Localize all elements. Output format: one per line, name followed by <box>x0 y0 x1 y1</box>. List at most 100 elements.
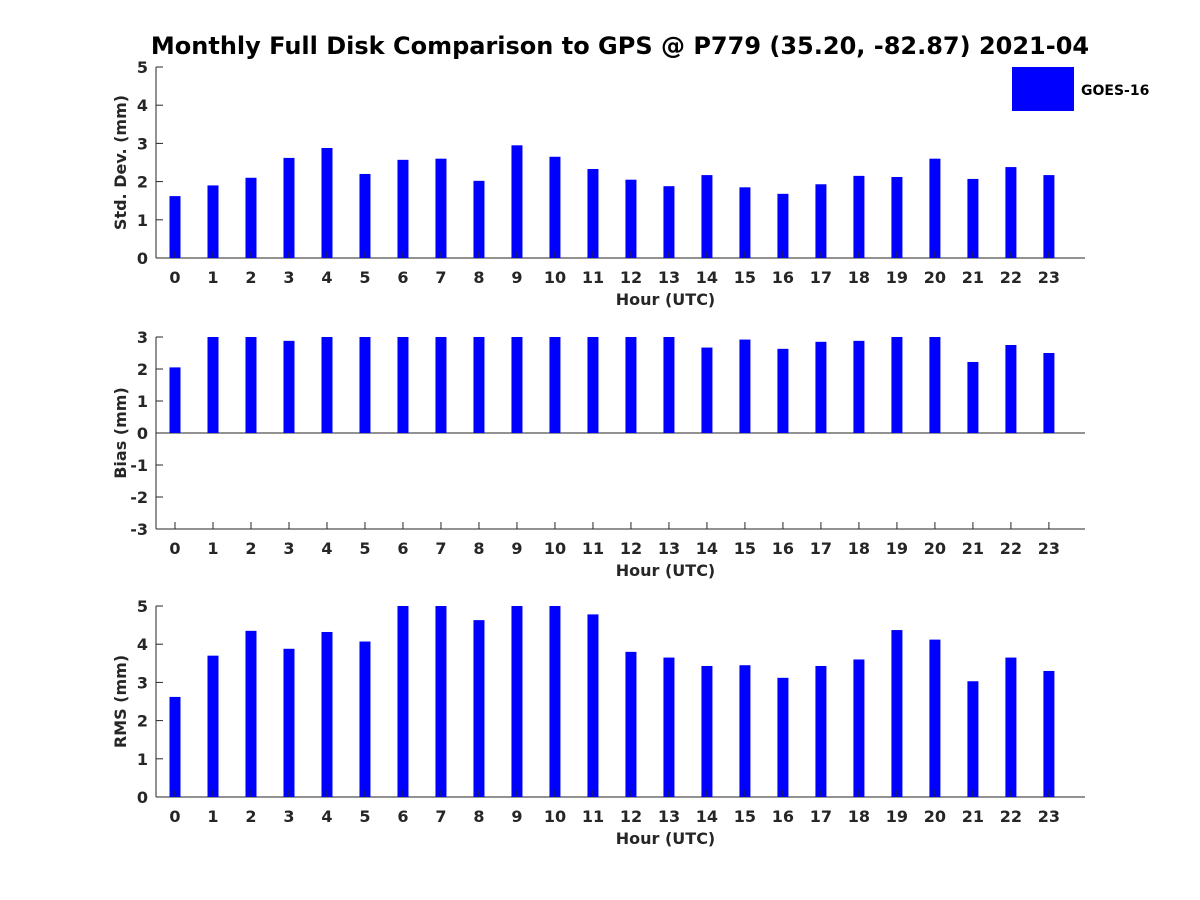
bar <box>1005 167 1017 258</box>
bar <box>1005 345 1017 433</box>
x-tick-label: 1 <box>207 539 218 558</box>
x-tick-label: 10 <box>544 807 566 826</box>
x-tick-label: 20 <box>924 268 946 287</box>
x-tick-label: 4 <box>321 268 332 287</box>
x-tick-label: 2 <box>245 539 256 558</box>
legend-label: GOES-16 <box>1081 83 1149 99</box>
bar <box>549 337 561 433</box>
bar <box>169 196 181 258</box>
bar <box>549 156 561 258</box>
x-tick-label: 19 <box>886 539 908 558</box>
bar <box>815 184 827 258</box>
legend: GOES-16 <box>1012 67 1149 111</box>
bar <box>625 179 637 258</box>
bar <box>397 606 409 797</box>
y-tick-label: 4 <box>137 96 148 115</box>
bar <box>587 337 599 433</box>
bar <box>245 337 257 433</box>
y-tick-label: 0 <box>137 249 148 268</box>
bar <box>891 177 903 258</box>
y-tick-label: 4 <box>137 635 148 654</box>
bar <box>1043 353 1055 433</box>
bar <box>625 651 637 797</box>
y-tick-label: 1 <box>137 211 148 230</box>
x-tick-label: 11 <box>582 268 604 287</box>
x-tick-label: 12 <box>620 539 642 558</box>
x-tick-label: 8 <box>473 807 484 826</box>
y-tick-label: 1 <box>137 392 148 411</box>
bar <box>1043 670 1055 797</box>
y-tick-label: 2 <box>137 360 148 379</box>
x-tick-label: 11 <box>582 539 604 558</box>
bar <box>663 657 675 797</box>
x-tick-label: 17 <box>810 268 832 287</box>
x-tick-label: 9 <box>511 807 522 826</box>
x-tick-label: 8 <box>473 539 484 558</box>
x-tick-label: 3 <box>283 807 294 826</box>
x-tick-label: 17 <box>810 807 832 826</box>
x-tick-label: 12 <box>620 268 642 287</box>
bar <box>587 168 599 258</box>
x-tick-label: 15 <box>734 268 756 287</box>
x-tick-label: 10 <box>544 539 566 558</box>
x-tick-label: 11 <box>582 807 604 826</box>
y-tick-label: 5 <box>137 58 148 77</box>
x-tick-label: 13 <box>658 807 680 826</box>
bar <box>739 187 751 258</box>
bar <box>283 340 295 433</box>
x-tick-label: 16 <box>772 268 794 287</box>
bar <box>169 367 181 433</box>
y-tick-label: -3 <box>130 520 148 539</box>
x-tick-label: 3 <box>283 268 294 287</box>
bar <box>663 186 675 258</box>
bar <box>511 606 523 797</box>
bar <box>359 337 371 433</box>
bar <box>511 337 523 433</box>
x-tick-label: 23 <box>1038 807 1060 826</box>
bar <box>435 158 447 258</box>
bar <box>739 339 751 433</box>
bar <box>473 337 485 433</box>
x-tick-label: 0 <box>169 807 180 826</box>
bar <box>853 659 865 797</box>
x-tick-label: 21 <box>962 807 984 826</box>
x-tick-label: 7 <box>435 539 446 558</box>
bar <box>207 337 219 433</box>
bar <box>245 177 257 258</box>
bar <box>169 696 181 797</box>
bar <box>891 337 903 433</box>
bar <box>929 639 941 797</box>
bar <box>891 630 903 797</box>
x-tick-label: 15 <box>734 807 756 826</box>
x-tick-label: 23 <box>1038 539 1060 558</box>
bar <box>207 655 219 797</box>
bar <box>663 337 675 433</box>
x-tick-label: 0 <box>169 539 180 558</box>
x-tick-label: 5 <box>359 268 370 287</box>
x-tick-label: 17 <box>810 539 832 558</box>
x-axis-label: Hour (UTC) <box>616 829 716 848</box>
x-tick-label: 13 <box>658 539 680 558</box>
x-tick-label: 16 <box>772 539 794 558</box>
bar <box>435 606 447 797</box>
x-tick-label: 9 <box>511 539 522 558</box>
x-axis-label: Hour (UTC) <box>616 290 716 309</box>
y-tick-label: 2 <box>137 712 148 731</box>
bar <box>511 145 523 258</box>
bar <box>967 361 979 433</box>
x-tick-label: 5 <box>359 539 370 558</box>
bar <box>397 337 409 433</box>
x-tick-label: 22 <box>1000 539 1022 558</box>
x-tick-label: 6 <box>397 539 408 558</box>
x-tick-label: 15 <box>734 539 756 558</box>
x-tick-label: 12 <box>620 807 642 826</box>
x-tick-label: 9 <box>511 268 522 287</box>
bar <box>777 348 789 433</box>
x-tick-label: 20 <box>924 539 946 558</box>
bar <box>321 631 333 797</box>
x-tick-label: 8 <box>473 268 484 287</box>
